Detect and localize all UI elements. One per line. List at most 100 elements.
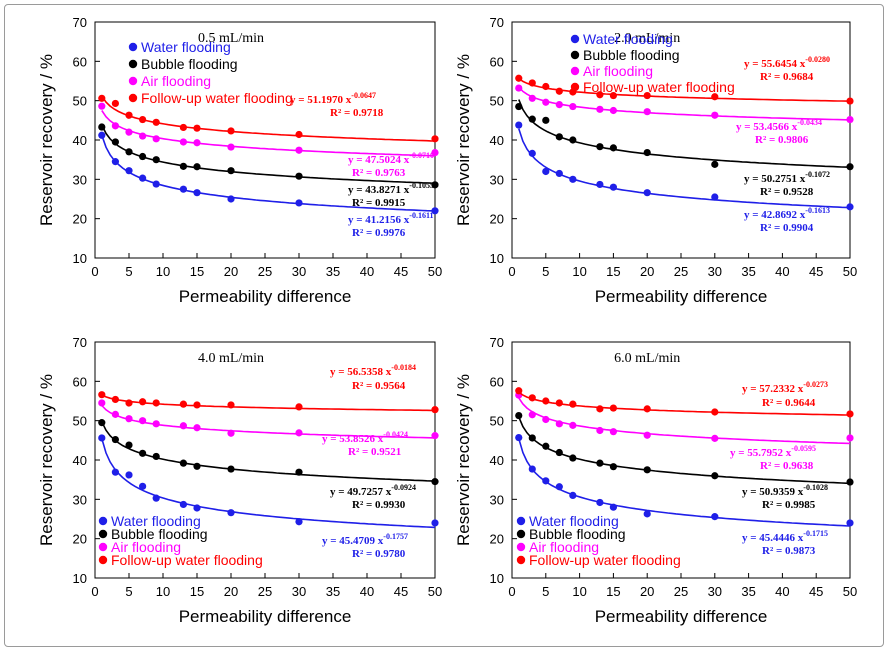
equation-exponent: -0.0273 xyxy=(803,380,828,389)
y-tick-label: 40 xyxy=(73,133,87,148)
chart-panel: 10 20 30 40 50 60 70 0 5 10 15 20 25 30 35 40 45 50 Permea… xyxy=(37,15,442,306)
equation-exponent: -0.0184 xyxy=(391,363,416,372)
data-point xyxy=(643,189,651,197)
data-point xyxy=(152,180,160,188)
legend-marker xyxy=(98,516,108,526)
data-point xyxy=(152,420,160,428)
x-tick-label: 25 xyxy=(674,584,688,599)
series-group xyxy=(515,99,854,171)
data-point xyxy=(431,135,439,143)
equation-base: y = 49.7257 x xyxy=(330,486,392,498)
x-tick-label: 30 xyxy=(292,264,306,279)
data-point xyxy=(846,97,854,105)
fit-equation: y = 49.7257 x-0.0924 xyxy=(330,483,416,498)
data-point xyxy=(528,411,536,419)
data-point xyxy=(98,94,106,102)
data-point xyxy=(98,399,106,407)
data-point xyxy=(711,111,719,119)
data-point xyxy=(542,98,550,106)
equation-exponent: -0.0924 xyxy=(391,483,416,492)
data-point xyxy=(643,431,651,439)
x-tick-label: 10 xyxy=(156,264,170,279)
data-point xyxy=(152,118,160,126)
x-tick-label: 50 xyxy=(843,584,857,599)
data-point xyxy=(227,401,235,409)
data-point xyxy=(295,199,303,207)
x-tick-label: 15 xyxy=(190,264,204,279)
series-group xyxy=(98,391,439,414)
series-group xyxy=(515,433,854,527)
data-point xyxy=(542,397,550,405)
data-point xyxy=(193,424,201,432)
figure-frame xyxy=(4,4,884,647)
data-point xyxy=(609,183,618,191)
x-tick-label: 10 xyxy=(156,584,170,599)
fit-r-squared: R² = 0.9528 xyxy=(760,186,814,198)
data-point xyxy=(555,133,563,141)
data-point xyxy=(542,116,550,124)
data-point xyxy=(515,411,523,420)
legend-marker xyxy=(98,555,108,565)
y-tick-label: 70 xyxy=(73,335,87,350)
y-tick-label: 20 xyxy=(73,532,87,547)
y-tick-label: 60 xyxy=(490,374,504,389)
legend-marker xyxy=(516,529,526,539)
fit-curve xyxy=(101,110,436,157)
data-point xyxy=(515,121,523,129)
data-point xyxy=(295,429,303,437)
data-point xyxy=(569,491,577,499)
equation-exponent: -0.1715 xyxy=(803,529,828,538)
data-point xyxy=(295,518,303,526)
data-point xyxy=(125,111,133,119)
equation-base: y = 45.4446 x xyxy=(742,532,804,544)
panel-title: 4.0 mL/min xyxy=(198,351,264,366)
fit-equation: y = 53.4566 x-0.0434 xyxy=(736,118,822,133)
x-tick-label: 35 xyxy=(741,584,755,599)
x-tick-label: 45 xyxy=(809,584,823,599)
data-point xyxy=(596,91,604,99)
data-point xyxy=(528,149,536,157)
panel-title: 0.5 mL/min xyxy=(198,31,264,46)
data-point xyxy=(179,138,187,146)
x-tick-label: 30 xyxy=(708,584,722,599)
equation-exponent: -0.0595 xyxy=(791,444,816,453)
legend-marker xyxy=(516,542,526,552)
equation-exponent: -0.0280 xyxy=(805,55,830,64)
legend-label: Water flooding xyxy=(529,513,619,529)
data-point xyxy=(528,394,536,402)
data-point xyxy=(846,115,854,124)
data-point xyxy=(542,82,550,91)
data-point xyxy=(139,482,147,490)
x-tick-label: 20 xyxy=(224,584,238,599)
data-point xyxy=(431,432,439,440)
data-point xyxy=(152,494,160,502)
data-point xyxy=(111,395,119,404)
data-point xyxy=(227,195,235,203)
data-point xyxy=(596,105,604,113)
fit-equation: y = 45.4446 x-0.1715 xyxy=(742,529,828,544)
y-axis-label: Reservoir recovery / % xyxy=(454,54,473,226)
legend-label: Air flooding xyxy=(111,539,181,555)
x-tick-label: 10 xyxy=(572,264,586,279)
x-tick-label: 30 xyxy=(292,584,306,599)
legend-label: Water flooding xyxy=(111,513,201,529)
data-point xyxy=(193,504,201,512)
x-tick-label: 25 xyxy=(674,264,688,279)
data-point xyxy=(152,452,160,461)
chart-panel: 10 20 30 40 50 60 70 0 5 10 15 20 25 30 35 40 45 50 Permea… xyxy=(37,335,442,626)
data-point xyxy=(227,429,235,437)
y-tick-label: 50 xyxy=(490,94,504,109)
data-point xyxy=(569,175,577,183)
data-point xyxy=(643,91,651,100)
y-tick-label: 50 xyxy=(490,414,504,429)
fit-r-squared: R² = 0.9873 xyxy=(762,545,816,557)
data-point xyxy=(528,465,536,473)
legend-label: Bubble flooding xyxy=(529,526,626,542)
equation-exponent: -0.1611 xyxy=(409,211,433,220)
fit-r-squared: R² = 0.9930 xyxy=(352,499,406,511)
data-point xyxy=(609,106,618,115)
y-tick-label: 60 xyxy=(73,54,87,69)
legend-marker xyxy=(570,50,580,60)
